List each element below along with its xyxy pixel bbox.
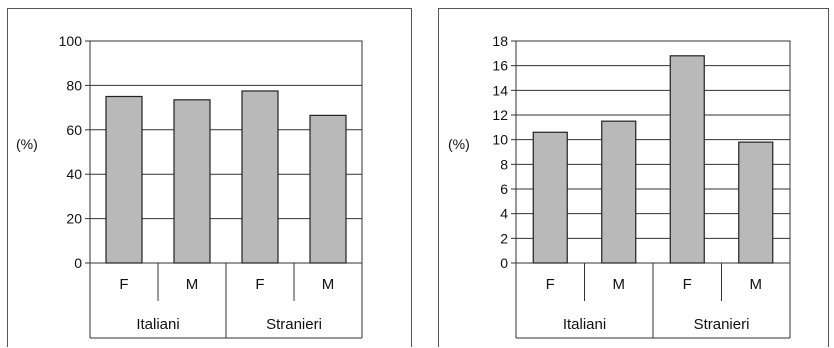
y-tick-label: 14 xyxy=(492,82,508,98)
x-tick-label: F xyxy=(546,276,555,293)
y-axis-label: (%) xyxy=(16,136,38,152)
y-tick-label: 60 xyxy=(66,122,82,138)
x-tick-label: F xyxy=(119,276,128,293)
y-axis-label: (%) xyxy=(448,136,470,152)
x-tick-label: M xyxy=(186,276,199,293)
chart-left: (%) 0 20 40 60 80 100 F M F M Italiani Stranieri xyxy=(16,33,363,339)
y-tick-label: 2 xyxy=(500,230,508,246)
x-tick-label: M xyxy=(613,276,626,293)
y-tick-label: 12 xyxy=(492,107,508,123)
y-tick-label: 18 xyxy=(492,33,508,49)
bar xyxy=(669,55,705,264)
y-tick-label: 100 xyxy=(59,33,83,49)
group-label: Italiani xyxy=(136,316,179,333)
group-label: Italiani xyxy=(563,316,606,333)
y-tick-label: 4 xyxy=(500,206,508,222)
bar xyxy=(241,90,279,264)
y-tick-label: 80 xyxy=(66,77,82,93)
y-tick-label: 6 xyxy=(500,181,508,197)
x-tick-label: M xyxy=(750,276,763,293)
x-tick-label: F xyxy=(683,276,692,293)
group-label: Stranieri xyxy=(694,316,750,333)
x-tick-label: M xyxy=(322,276,335,293)
y-tick-label: 0 xyxy=(500,255,508,271)
group-label: Stranieri xyxy=(266,316,322,333)
bar xyxy=(738,141,774,264)
y-tick-label: 20 xyxy=(66,211,82,227)
y-tick-label: 0 xyxy=(74,255,82,271)
chart-panel-left: (%) 0 20 40 60 80 100 F M F M Italiani Stranieri xyxy=(7,8,412,347)
bar xyxy=(105,95,143,264)
bar xyxy=(173,99,211,264)
chart-right: (%) 0 2 4 6 8 10 12 14 16 18 F M F M Italiani Stranieri xyxy=(448,33,791,339)
y-tick-label: 8 xyxy=(500,156,508,172)
bar xyxy=(309,114,347,264)
bar xyxy=(601,120,637,264)
chart-panel-right: (%) 0 2 4 6 8 10 12 14 16 18 F M F M Italiani Stranieri xyxy=(438,8,829,347)
y-tick-label: 40 xyxy=(66,166,82,182)
y-tick-label: 10 xyxy=(492,132,508,148)
x-tick-label: F xyxy=(255,276,264,293)
bar xyxy=(532,131,568,264)
y-tick-label: 16 xyxy=(492,58,508,74)
